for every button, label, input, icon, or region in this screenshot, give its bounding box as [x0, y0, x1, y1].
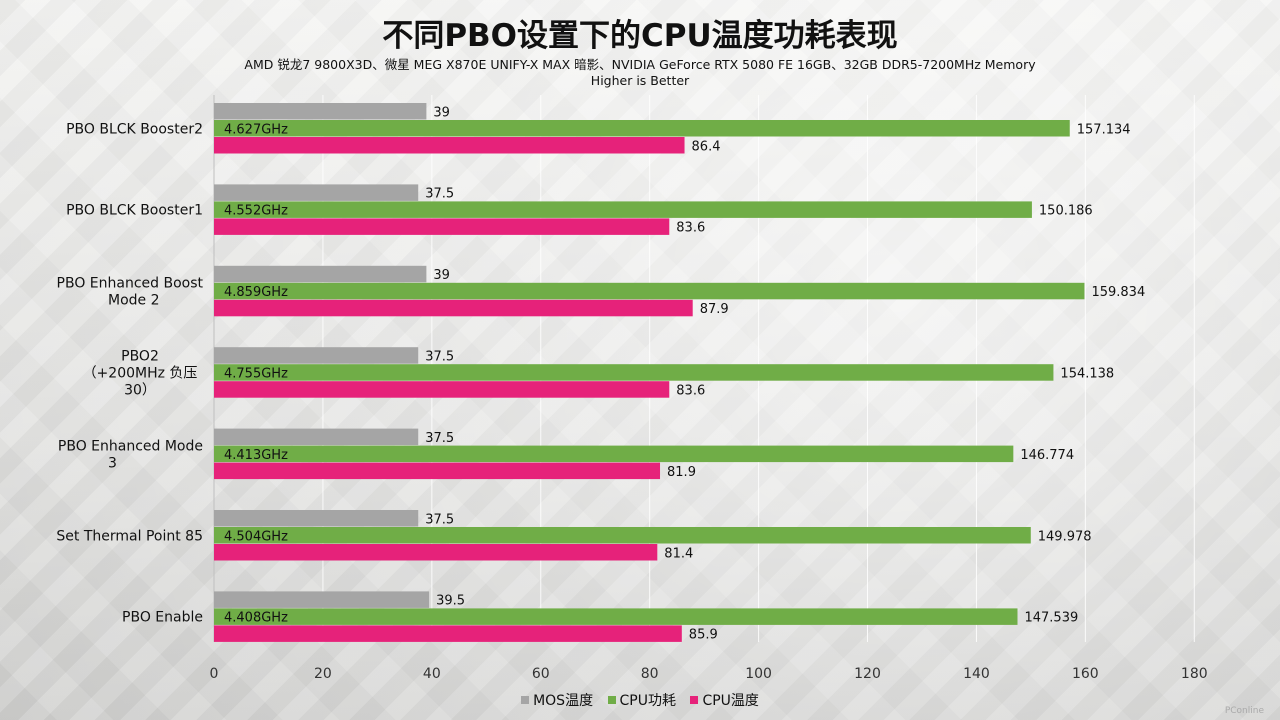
- bar-temp: [214, 299, 693, 317]
- data-labels: 39 157.134 86.4 4.627GHz 37.5 150.186 83.6 4.55…: [224, 105, 1145, 642]
- data-label-temp: 81.9: [667, 465, 696, 480]
- legend-swatch-power: [607, 696, 616, 704]
- legend-item-power: CPU功耗: [607, 690, 676, 710]
- category-label: 30）: [124, 382, 156, 398]
- bar-temp: [214, 218, 670, 235]
- data-label-temp: 85.9: [689, 628, 718, 643]
- bar-power: [214, 527, 1031, 544]
- data-label-power: 159.834: [1091, 285, 1145, 300]
- x-tick-label: 140: [963, 666, 990, 682]
- legend-item-temp: CPU温度: [690, 690, 759, 710]
- bar-temp: [214, 137, 685, 154]
- x-tick-label: 0: [210, 666, 219, 682]
- x-tick-label: 40: [423, 666, 441, 682]
- bar-mos: [214, 184, 419, 201]
- data-label-temp: 86.4: [692, 139, 721, 154]
- data-label-temp: 87.9: [700, 302, 729, 317]
- bar-temp: [214, 625, 682, 642]
- x-tick-label: 160: [1072, 666, 1099, 682]
- bar-temp: [214, 462, 661, 480]
- data-label-mos: 39: [433, 105, 450, 120]
- bar-mos: [214, 591, 430, 608]
- frequency-label: 4.552GHz: [224, 204, 288, 219]
- x-tick-labels: 0 20 40 60 80 100 120 140 160 180: [210, 666, 1208, 682]
- data-label-mos: 39: [433, 268, 450, 283]
- category-labels: PBO BLCK Booster2 PBO BLCK Booster1 PBO En…: [56, 121, 203, 625]
- category-label: PBO Enable: [122, 610, 203, 626]
- x-tick-label: 80: [641, 666, 659, 682]
- bar-power: [214, 364, 1054, 381]
- bar-power: [214, 201, 1032, 218]
- frequency-label: 4.755GHz: [224, 366, 288, 381]
- x-tick-label: 100: [745, 666, 772, 682]
- data-label-mos: 37.5: [425, 431, 454, 446]
- data-label-mos: 37.5: [425, 349, 454, 364]
- legend-swatch-temp: [690, 696, 699, 704]
- data-label-power: 149.978: [1038, 529, 1092, 544]
- bar-power: [214, 282, 1085, 300]
- data-label-mos: 39.5: [436, 594, 465, 609]
- chart-subtitle: AMD 锐龙7 9800X3D、微星 MEG X870E UNIFY-X MAX…: [244, 57, 1036, 72]
- frequency-label: 4.627GHz: [224, 122, 288, 137]
- data-label-temp: 83.6: [676, 221, 705, 236]
- bar-mos: [214, 510, 419, 527]
- bar-mos: [214, 265, 427, 283]
- category-label: PBO2: [121, 348, 159, 364]
- data-label-mos: 37.5: [425, 187, 454, 202]
- legend: MOS温度 CPU功耗 CPU温度: [0, 690, 1280, 710]
- frequency-label: 4.859GHz: [224, 285, 288, 300]
- x-tick-label: 180: [1181, 666, 1208, 682]
- legend-label-power: CPU功耗: [619, 693, 676, 709]
- legend-label-mos: MOS温度: [533, 693, 594, 709]
- bar-power: [214, 120, 1070, 137]
- bar-power: [214, 445, 1014, 463]
- category-label: Mode 2: [108, 293, 160, 309]
- x-tick-label: 20: [314, 666, 332, 682]
- data-label-temp: 81.4: [664, 546, 693, 561]
- chart-title: 不同PBO设置下的CPU温度功耗表现: [382, 18, 898, 54]
- data-label-power: 150.186: [1039, 204, 1093, 219]
- data-label-power: 154.138: [1060, 366, 1114, 381]
- data-label-power: 146.774: [1020, 448, 1074, 463]
- data-label-power: 147.539: [1024, 611, 1078, 626]
- bar-mos: [214, 428, 419, 446]
- data-label-mos: 37.5: [425, 512, 454, 527]
- category-label: Set Thermal Point 85: [56, 528, 203, 544]
- chart-note: Higher is Better: [590, 73, 690, 88]
- data-label-power: 157.134: [1077, 122, 1131, 137]
- x-tick-label: 60: [532, 666, 550, 682]
- legend-label-temp: CPU温度: [702, 693, 759, 709]
- watermark: PConline: [1224, 706, 1264, 716]
- bar-mos: [214, 347, 419, 364]
- data-label-temp: 83.6: [676, 383, 705, 398]
- x-tick-label: 120: [854, 666, 881, 682]
- frequency-label: 4.413GHz: [224, 448, 288, 463]
- category-label: （+200MHz 负压: [83, 365, 198, 381]
- frequency-label: 4.408GHz: [224, 611, 288, 626]
- bar-power: [214, 608, 1018, 625]
- category-label: PBO BLCK Booster2: [66, 121, 203, 137]
- legend-swatch-mos: [521, 696, 530, 704]
- category-label: PBO Enhanced Mode: [58, 438, 203, 454]
- category-label: PBO Enhanced Boost: [57, 276, 204, 292]
- bar-mos: [214, 103, 427, 120]
- bar-temp: [214, 381, 670, 398]
- category-label: PBO BLCK Booster1: [66, 203, 203, 219]
- legend-item-mos: MOS温度: [521, 690, 593, 710]
- frequency-label: 4.504GHz: [224, 529, 288, 544]
- bars: [214, 103, 1085, 642]
- bar-temp: [214, 544, 658, 561]
- category-label: 3: [108, 455, 117, 471]
